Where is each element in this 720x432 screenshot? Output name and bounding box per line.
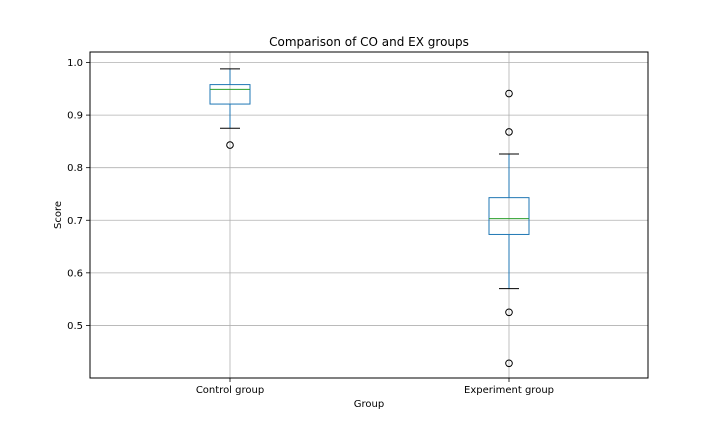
outlier-point [505,89,513,98]
y-tick-label: 0.5 [67,321,83,332]
iqr-box [209,84,251,105]
outlier-point [505,308,513,317]
chart-title: Comparison of CO and EX groups [269,35,469,49]
y-tick-label: 0.9 [67,111,83,122]
plot-frame [89,51,649,379]
outlier-point [226,141,234,149]
x-tick-label: Control group [196,385,264,396]
y-tick-label: 0.8 [67,163,83,174]
iqr-box [488,197,530,235]
outlier-point [505,359,513,368]
y-tick-label: 1.0 [67,58,83,69]
x-axis-label: Group [354,399,384,410]
y-tick-label: 0.7 [67,216,83,227]
grid-layer [90,52,648,378]
ticks-layer: 0.5 0.6 0.7 0.8 0.9 1.0 Control group Experimen… [67,58,554,396]
x-tick-label: Experiment group [464,385,554,396]
outlier-point [505,128,513,136]
y-axis-label: Score [53,201,64,229]
y-tick-label: 0.6 [67,268,83,279]
boxes-layer [209,68,530,368]
